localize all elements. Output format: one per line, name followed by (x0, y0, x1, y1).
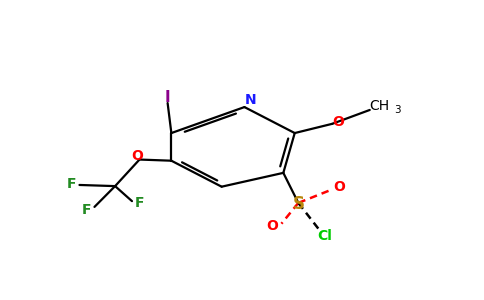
Text: I: I (165, 90, 170, 105)
Text: O: O (266, 220, 278, 233)
Text: O: O (132, 149, 144, 163)
Text: O: O (333, 180, 346, 194)
Text: F: F (135, 196, 144, 210)
Text: Cl: Cl (317, 229, 332, 243)
Text: N: N (244, 93, 256, 107)
Text: F: F (66, 177, 76, 191)
Text: CH: CH (369, 99, 389, 113)
Text: S: S (293, 195, 305, 213)
Text: 3: 3 (394, 105, 401, 115)
Text: F: F (82, 203, 91, 218)
Text: O: O (332, 115, 344, 128)
